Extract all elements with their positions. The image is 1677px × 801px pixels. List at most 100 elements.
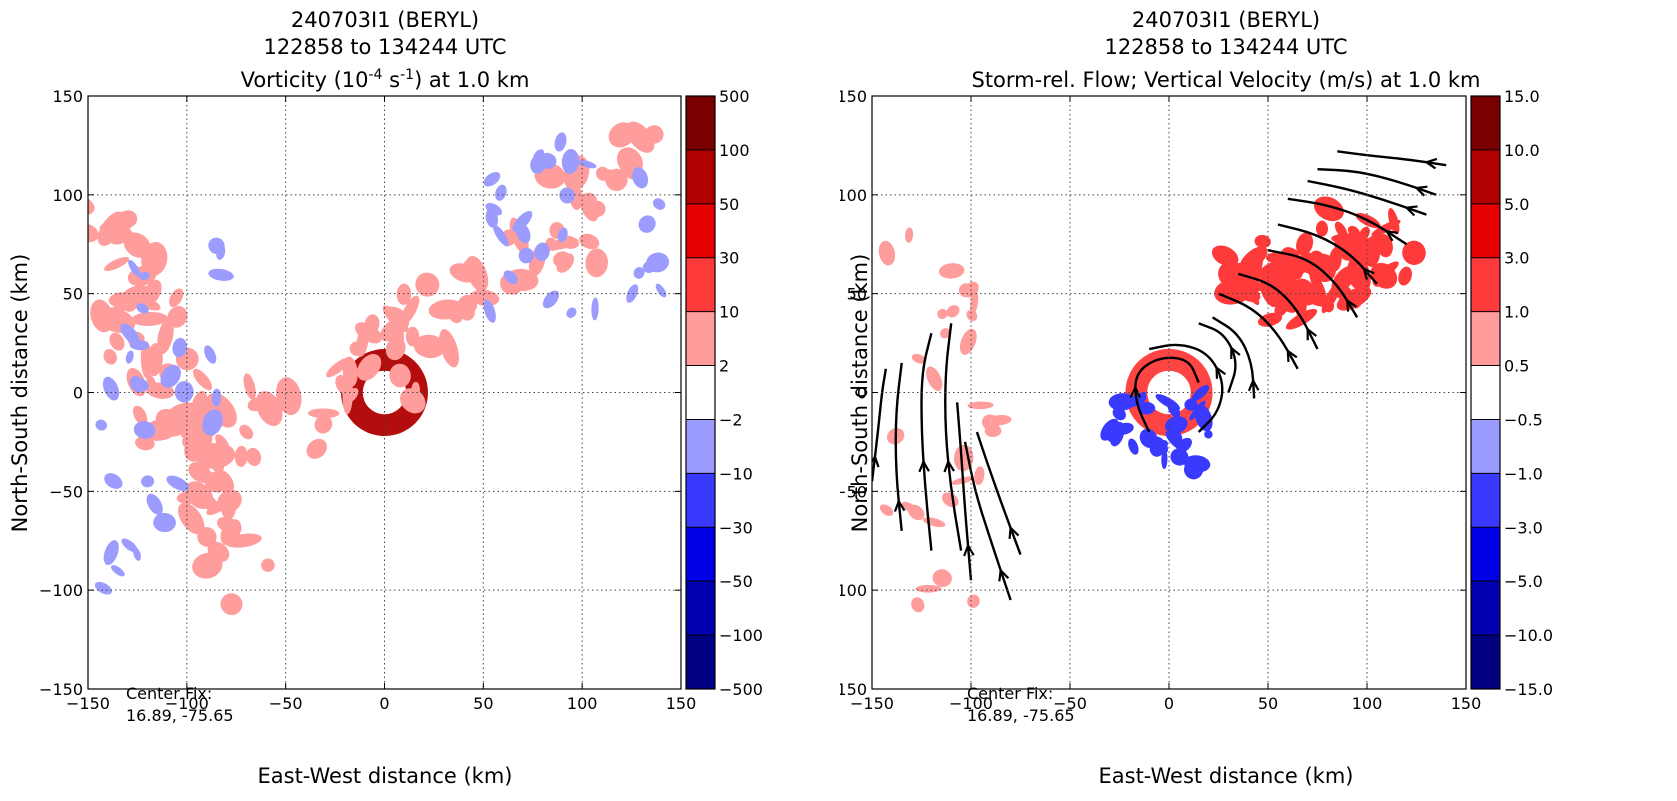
field-blob <box>561 148 580 174</box>
streamline-arrow <box>1215 365 1227 379</box>
y-tick-label: 0 <box>857 384 867 403</box>
colorbar-label: −500 <box>719 680 763 699</box>
colorbar-frame <box>1470 95 1501 690</box>
colorbar-segment <box>1471 96 1500 150</box>
colorbar-segment <box>1471 149 1500 204</box>
field-blob <box>626 121 655 153</box>
chart-title-line-2: 122858 to 134244 UTC <box>263 35 506 59</box>
field-blob <box>220 593 243 616</box>
field-blob <box>94 581 112 595</box>
colorbar-label: 10.0 <box>1504 141 1540 160</box>
field-blob <box>554 132 567 152</box>
field-blob <box>399 388 426 414</box>
field-blob <box>542 290 560 309</box>
y-tick-label: −150 <box>840 680 867 699</box>
field-blob <box>1211 245 1239 267</box>
colorbar-segment <box>1471 257 1500 312</box>
field-blob <box>633 267 645 279</box>
colorbar-label: 15.0 <box>1504 87 1540 106</box>
field-blob <box>192 368 213 391</box>
field-blob <box>208 268 234 281</box>
field-blob <box>153 512 176 533</box>
field-blob <box>314 415 333 434</box>
colorbar-segment <box>686 473 715 528</box>
colorbar-label: 10 <box>719 303 739 322</box>
streamline <box>1307 179 1427 216</box>
streamline-arrow <box>1247 378 1260 392</box>
field-blob <box>128 259 141 277</box>
field-blob <box>207 541 230 562</box>
field-blob <box>129 340 150 351</box>
colorbar-label: −50 <box>719 572 753 591</box>
field-blob <box>1191 385 1210 402</box>
field-blob <box>146 493 163 515</box>
colorbar-label: −2 <box>719 410 743 429</box>
field-blob <box>103 348 118 365</box>
x-axis-label: East-West distance (km) <box>1098 764 1353 788</box>
colorbar-label: −1.0 <box>1504 464 1543 483</box>
field-blob <box>878 240 896 266</box>
field-blob <box>646 252 670 273</box>
center-fix-coords: 16.89, -75.65 <box>967 706 1075 725</box>
x-axis-label: East-West distance (km) <box>257 764 512 788</box>
field-blob <box>495 184 507 201</box>
field-blob <box>1313 196 1344 222</box>
y-tick-label: 150 <box>840 87 867 106</box>
vertical-velocity-panel: 240703I1 (BERYL) 122858 to 134244 UTC St… <box>823 0 1677 801</box>
colorbar: 500 100 50 30 10 2 −2 −10 −30 −50 −100 −500 <box>685 87 763 699</box>
field-blob <box>246 447 262 467</box>
y-tick-label: −50 <box>840 482 867 501</box>
field-blob <box>357 354 382 381</box>
field-blob <box>132 377 149 391</box>
x-tick-label: 50 <box>1258 694 1278 713</box>
field-blob <box>110 565 125 577</box>
field-blob <box>638 215 656 233</box>
chart-title-line-2: 122858 to 134244 UTC <box>1104 35 1347 59</box>
field-blob <box>342 356 358 387</box>
colorbar-label: −100 <box>719 626 763 645</box>
y-tick-label: 100 <box>840 186 867 205</box>
field-blob <box>102 376 120 401</box>
streamline-arrow <box>1230 345 1241 360</box>
field-blob <box>211 450 225 475</box>
field-blob <box>879 504 894 516</box>
field-blob <box>405 326 420 347</box>
field-blob <box>127 292 161 311</box>
field-blob <box>1376 234 1393 258</box>
field-blob <box>1286 266 1303 280</box>
streamline-arrow <box>872 454 880 468</box>
field-blob <box>1233 262 1247 273</box>
field-blob <box>940 328 951 339</box>
field-blob <box>578 160 597 169</box>
streamline-arrow <box>1129 385 1142 398</box>
field-blob <box>243 373 256 400</box>
streamline-arrow <box>1286 348 1298 363</box>
field-blob <box>385 336 406 361</box>
field-blob <box>138 271 150 280</box>
field-blob <box>166 475 189 491</box>
field-blob <box>306 438 327 459</box>
colorbar-label: 1.0 <box>1504 303 1529 322</box>
field-blob <box>1257 312 1283 327</box>
field-blob <box>216 516 242 535</box>
field-blob <box>109 290 137 319</box>
colorbar-segment <box>686 365 715 420</box>
colorbar-label: 2 <box>719 357 729 376</box>
streamline-arrow <box>893 498 906 512</box>
field-blob <box>364 314 380 334</box>
colorbar-label: −30 <box>719 518 753 537</box>
field-blob <box>97 211 126 246</box>
field-blob <box>172 337 188 358</box>
field-blob <box>413 334 446 359</box>
x-tick-label: −100 <box>949 694 993 713</box>
field-blob <box>1218 263 1238 287</box>
colorbar-label: 30 <box>719 249 739 268</box>
y-tick-label: 50 <box>847 285 867 304</box>
field-blob <box>559 187 575 204</box>
field-blob <box>1296 232 1314 256</box>
vorticity-panel: 240703I1 (BERYL) 122858 to 134244 UTC Vo… <box>8 8 763 788</box>
field-blob <box>215 434 230 452</box>
field-blob <box>160 364 181 388</box>
field-blob <box>470 289 500 307</box>
field-blob <box>275 377 302 416</box>
